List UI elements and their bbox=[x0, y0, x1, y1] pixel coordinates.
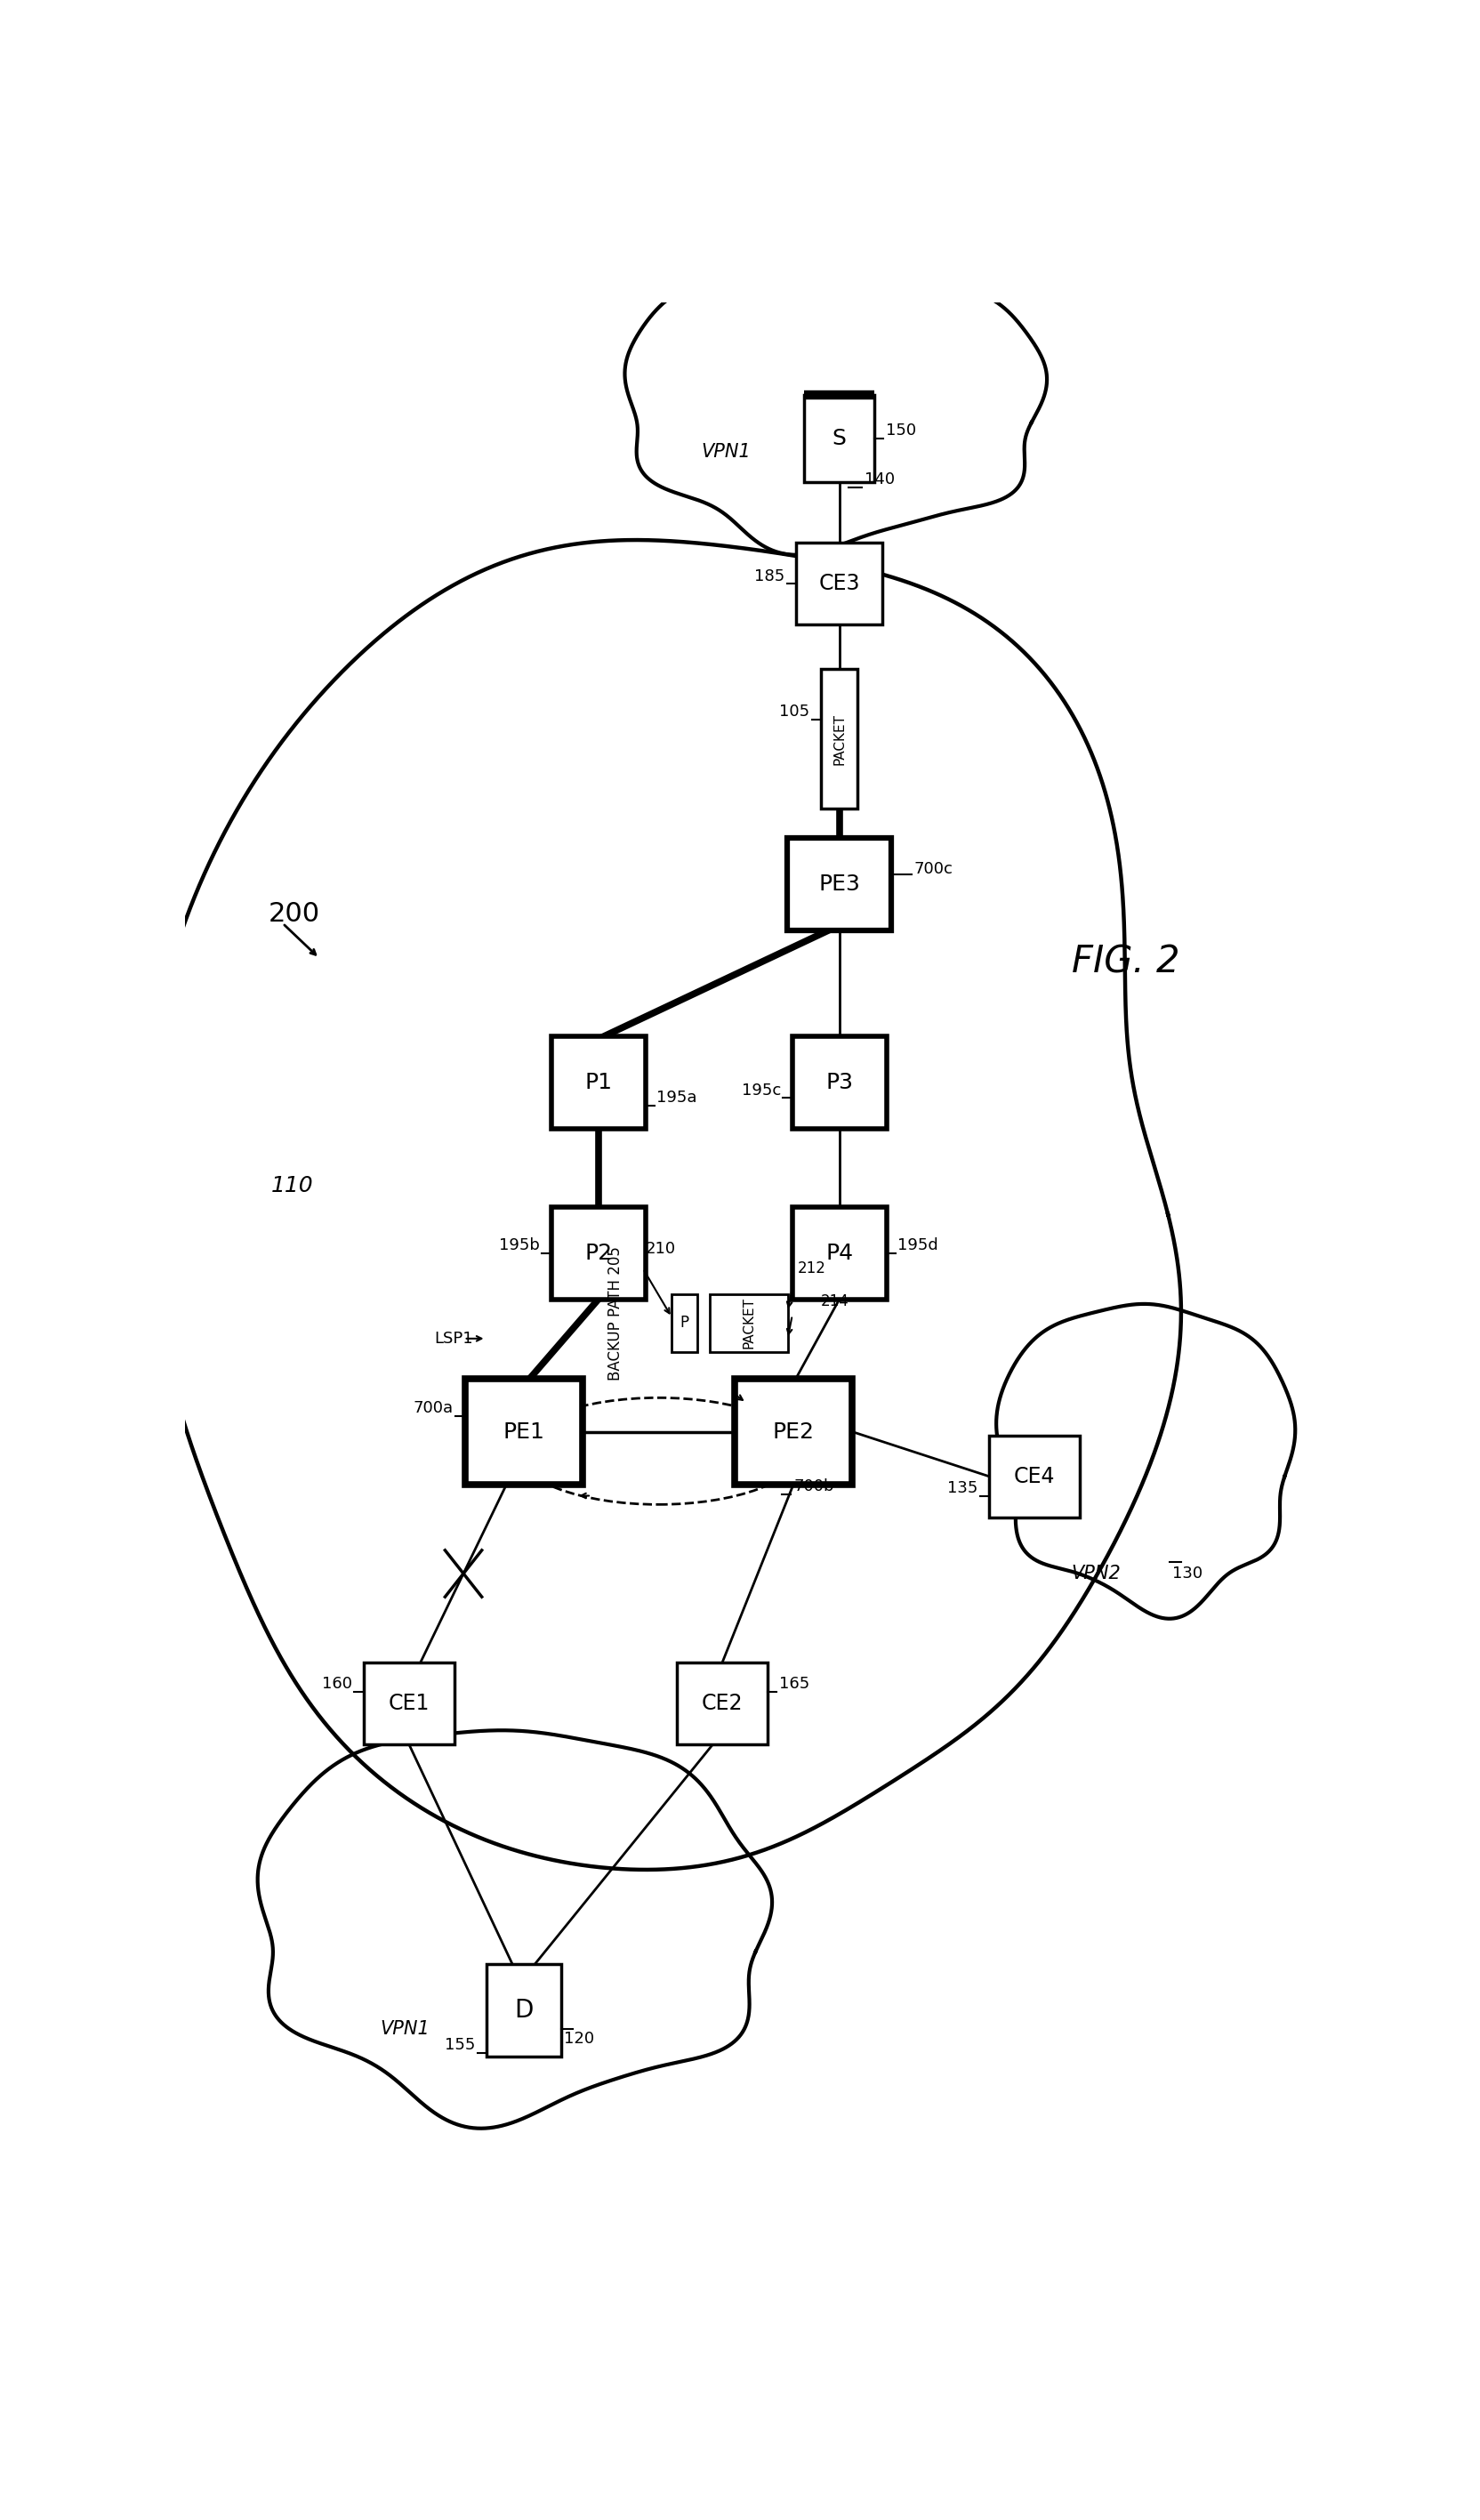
FancyBboxPatch shape bbox=[734, 1378, 851, 1484]
Text: 105: 105 bbox=[778, 703, 810, 721]
Text: PACKET: PACKET bbox=[832, 713, 845, 764]
Text: P3: P3 bbox=[824, 1071, 852, 1094]
Text: 160: 160 bbox=[321, 1676, 352, 1691]
Text: 214: 214 bbox=[820, 1293, 848, 1310]
Text: 110: 110 bbox=[271, 1174, 314, 1197]
Text: 195d: 195d bbox=[897, 1237, 938, 1252]
FancyBboxPatch shape bbox=[820, 670, 857, 809]
Polygon shape bbox=[258, 1731, 771, 2129]
Text: 200: 200 bbox=[268, 900, 320, 927]
FancyBboxPatch shape bbox=[487, 1963, 561, 2056]
Text: PACKET: PACKET bbox=[741, 1298, 755, 1348]
Text: D: D bbox=[514, 1998, 533, 2024]
Text: FIG. 2: FIG. 2 bbox=[1072, 942, 1180, 980]
FancyBboxPatch shape bbox=[989, 1436, 1079, 1517]
Text: LSP1: LSP1 bbox=[434, 1331, 472, 1346]
Text: 155: 155 bbox=[444, 2036, 475, 2054]
Text: 120: 120 bbox=[564, 2031, 593, 2046]
Polygon shape bbox=[147, 539, 1181, 1870]
Text: 135: 135 bbox=[946, 1479, 977, 1497]
FancyBboxPatch shape bbox=[795, 542, 882, 625]
FancyBboxPatch shape bbox=[676, 1663, 767, 1744]
FancyBboxPatch shape bbox=[551, 1036, 645, 1129]
FancyBboxPatch shape bbox=[709, 1293, 787, 1353]
Text: PE3: PE3 bbox=[818, 874, 860, 895]
Text: P1: P1 bbox=[585, 1071, 611, 1094]
FancyBboxPatch shape bbox=[363, 1663, 454, 1744]
Polygon shape bbox=[625, 262, 1046, 554]
Text: 700a: 700a bbox=[413, 1401, 453, 1416]
Text: 700c: 700c bbox=[913, 862, 953, 877]
FancyBboxPatch shape bbox=[792, 1036, 887, 1129]
Text: 140: 140 bbox=[864, 471, 894, 486]
Text: 150: 150 bbox=[885, 423, 916, 438]
Polygon shape bbox=[996, 1303, 1295, 1618]
Text: PE2: PE2 bbox=[773, 1421, 814, 1441]
Text: 212: 212 bbox=[798, 1260, 826, 1278]
Text: CE2: CE2 bbox=[702, 1693, 743, 1714]
FancyBboxPatch shape bbox=[672, 1293, 697, 1353]
Text: 195a: 195a bbox=[657, 1091, 697, 1106]
Text: P2: P2 bbox=[585, 1242, 611, 1265]
Text: 195b: 195b bbox=[499, 1237, 539, 1252]
Text: VPN1: VPN1 bbox=[380, 2021, 429, 2039]
FancyBboxPatch shape bbox=[465, 1378, 582, 1484]
FancyBboxPatch shape bbox=[551, 1207, 645, 1300]
FancyBboxPatch shape bbox=[787, 839, 891, 930]
Text: 700b: 700b bbox=[793, 1479, 833, 1494]
Text: PE1: PE1 bbox=[503, 1421, 545, 1441]
Text: CE3: CE3 bbox=[818, 572, 860, 595]
Text: 210: 210 bbox=[645, 1242, 675, 1257]
Text: 195c: 195c bbox=[741, 1081, 780, 1099]
Text: 165: 165 bbox=[778, 1676, 810, 1691]
Text: BACKUP PATH 205: BACKUP PATH 205 bbox=[607, 1247, 623, 1381]
Text: 130: 130 bbox=[1172, 1565, 1202, 1583]
Text: P4: P4 bbox=[824, 1242, 852, 1265]
FancyBboxPatch shape bbox=[792, 1207, 887, 1300]
Text: CE1: CE1 bbox=[388, 1693, 429, 1714]
Text: VPN1: VPN1 bbox=[702, 444, 750, 461]
Text: VPN2: VPN2 bbox=[1070, 1565, 1120, 1583]
FancyBboxPatch shape bbox=[804, 396, 873, 481]
Text: 185: 185 bbox=[753, 567, 784, 585]
Text: P: P bbox=[679, 1315, 688, 1331]
Text: S: S bbox=[832, 428, 847, 449]
Text: CE4: CE4 bbox=[1014, 1467, 1054, 1487]
